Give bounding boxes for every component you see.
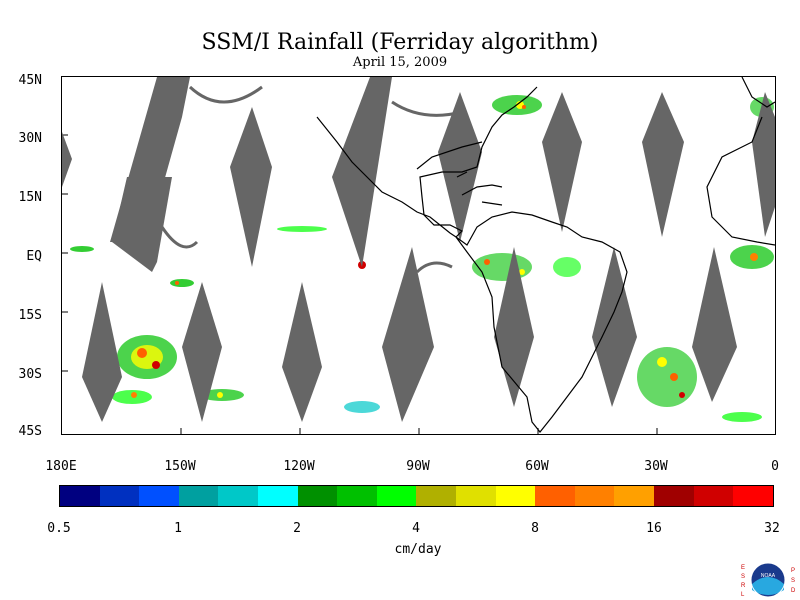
map-ticks — [62, 134, 658, 434]
lon-label-0: 0 — [771, 459, 779, 474]
svg-text:R: R — [741, 583, 746, 589]
chart-date: April 15, 2009 — [352, 55, 448, 70]
svg-text:L: L — [741, 592, 745, 598]
colorbar-cell-10 — [455, 486, 496, 506]
rain-patch-south-pacific-west — [112, 335, 244, 404]
lon-label-30w: 30W — [644, 459, 668, 474]
colorbar-cell-0 — [60, 486, 100, 506]
rain-patch-south-atlantic — [637, 245, 774, 407]
svg-text:S: S — [791, 578, 795, 584]
colorbar — [59, 485, 774, 507]
colorbar-label-32: 32 — [764, 521, 780, 536]
rain-patch-south-america — [472, 253, 581, 281]
lon-label-150w: 150W — [164, 459, 196, 474]
svg-text:P: P — [791, 568, 795, 574]
coast-north-america — [316, 86, 538, 238]
colorbar-units: cm/day — [394, 542, 442, 557]
colorbar-cell-13 — [574, 486, 615, 506]
colorbar-cell-12 — [535, 486, 575, 506]
colorbar-cell-16 — [693, 486, 734, 506]
lat-label-15n: 15N — [18, 190, 42, 205]
lat-label-eq: EQ — [26, 249, 42, 264]
colorbar-cell-1 — [99, 486, 140, 506]
colorbar-label-16: 16 — [646, 521, 662, 536]
colorbar-cell-6 — [297, 486, 338, 506]
coast-gulf — [416, 141, 483, 170]
colorbar-cell-4 — [218, 486, 258, 506]
svg-text:E: E — [741, 565, 745, 571]
svg-text:NOAA: NOAA — [761, 573, 776, 579]
lat-label-45n: 45N — [18, 73, 42, 88]
lat-label-15s: 15S — [18, 308, 42, 323]
rainfall-patches — [70, 95, 774, 422]
lat-label-30n: 30N — [18, 131, 42, 146]
lon-label-90w: 90W — [406, 459, 430, 474]
colorbar-cell-17 — [733, 486, 773, 506]
colorbar-cell-11 — [495, 486, 536, 506]
lon-label-120w: 120W — [283, 459, 315, 474]
map-panel — [61, 76, 776, 435]
colorbar-cell-15 — [653, 486, 694, 506]
lon-label-180e: 180E — [45, 459, 77, 474]
colorbar-cell-2 — [139, 486, 179, 506]
lat-label-30s: 30S — [18, 367, 42, 382]
coast-south-america — [455, 211, 628, 433]
svg-text:D: D — [791, 588, 796, 594]
lon-label-60w: 60W — [525, 459, 549, 474]
colorbar-label-0-5: 0.5 — [47, 521, 71, 536]
colorbar-label-1: 1 — [174, 521, 182, 536]
colorbar-label-2: 2 — [293, 521, 301, 536]
colorbar-cell-7 — [337, 486, 377, 506]
colorbar-cell-5 — [257, 486, 298, 506]
colorbar-cell-9 — [416, 486, 456, 506]
coast-europe — [741, 77, 775, 108]
coast-africa — [706, 116, 775, 246]
lat-label-45s: 45S — [18, 424, 42, 439]
colorbar-cell-14 — [614, 486, 654, 506]
coastlines — [316, 77, 775, 433]
colorbar-cell-3 — [178, 486, 219, 506]
chart-title: SSM/I Rainfall (Ferriday algorithm) — [201, 30, 599, 55]
colorbar-cell-8 — [376, 486, 417, 506]
svg-text:S: S — [741, 574, 745, 580]
coast-caribbean — [456, 171, 503, 206]
noaa-esrl-psd-logo: NOAA E S R L P S D — [741, 562, 796, 598]
colorbar-label-4: 4 — [412, 521, 420, 536]
colorbar-label-8: 8 — [531, 521, 539, 536]
map-svg — [62, 77, 775, 434]
